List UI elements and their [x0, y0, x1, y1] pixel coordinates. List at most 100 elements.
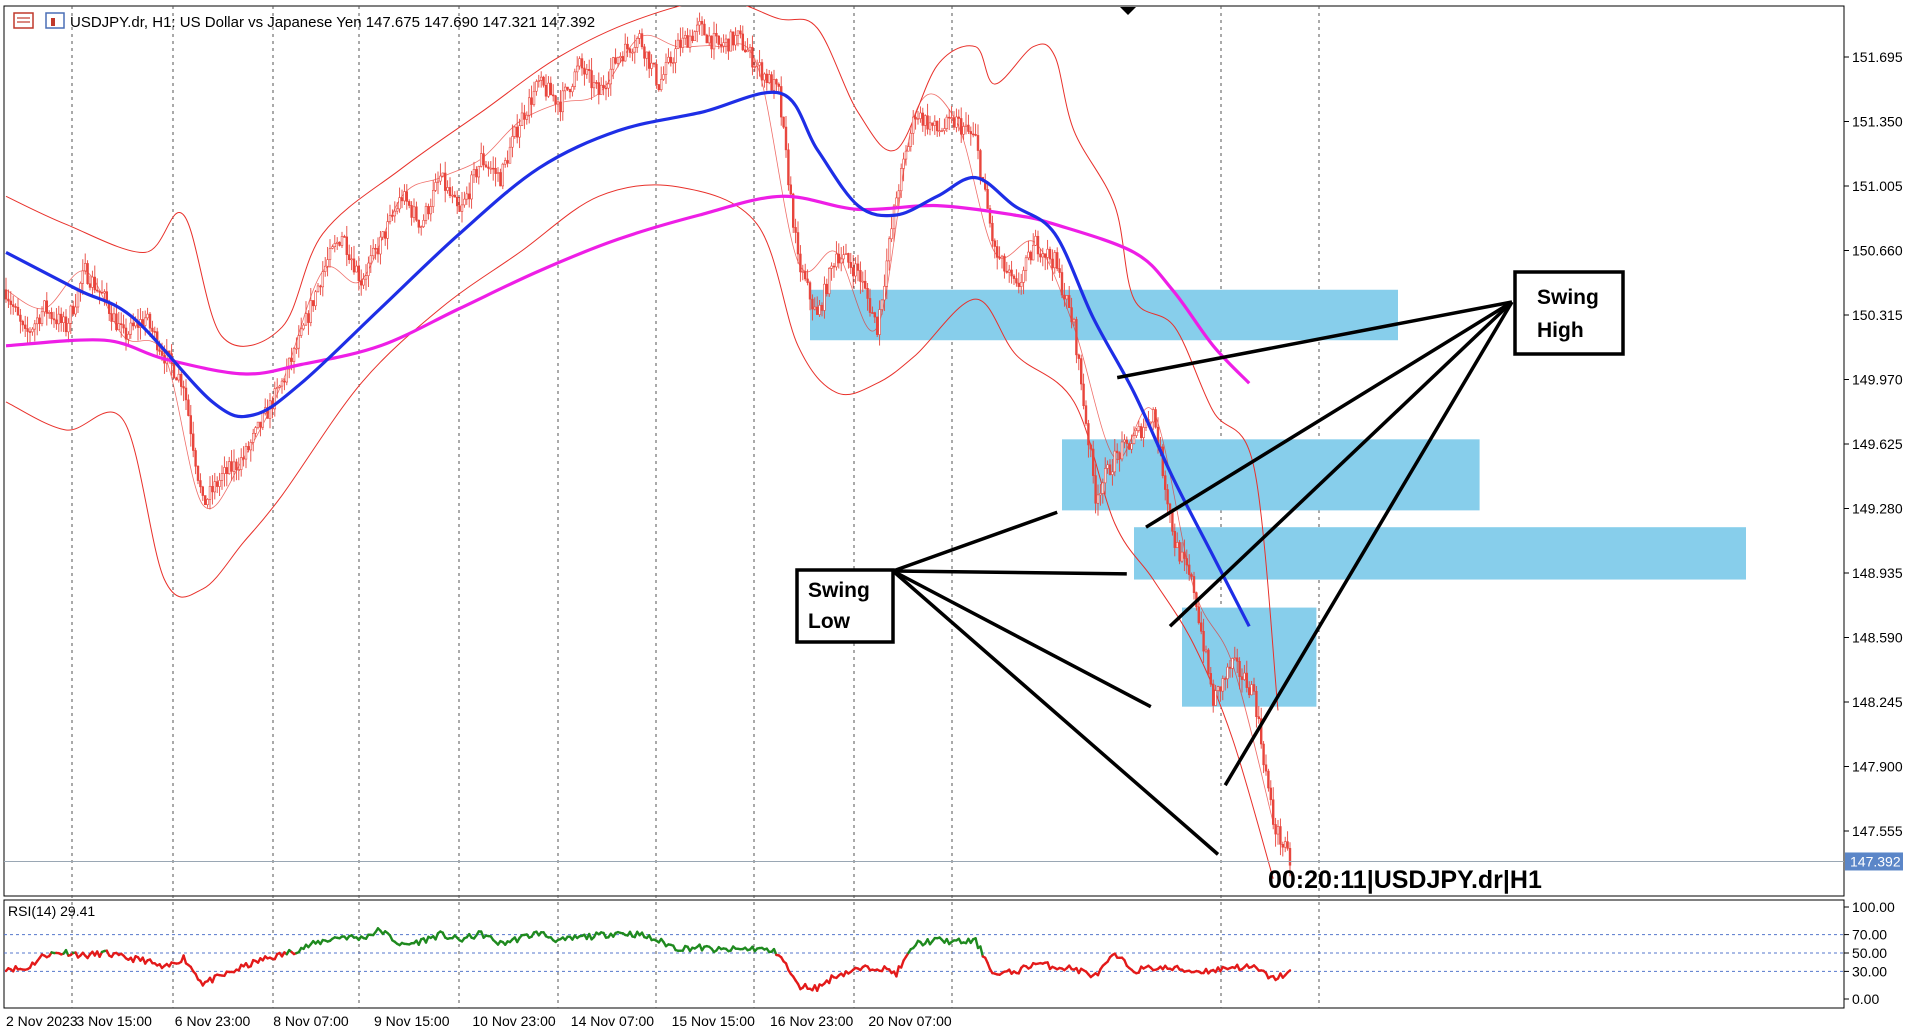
candle-body — [1173, 531, 1177, 548]
candle-body — [314, 291, 317, 307]
symbol-list-icon[interactable] — [13, 12, 34, 29]
candle-body — [551, 94, 555, 97]
price-tick-label: 149.625 — [1852, 436, 1903, 452]
candle-body — [719, 44, 723, 47]
candle-body — [859, 270, 862, 282]
candle-body — [1140, 426, 1143, 438]
candle-body — [127, 333, 130, 340]
rsi-tick-label: 50.00 — [1852, 945, 1887, 961]
candle-body — [827, 268, 831, 295]
time-tick-label: 2 Nov 2023 — [6, 1013, 78, 1029]
candle-body — [393, 210, 396, 217]
candle-body — [100, 291, 104, 294]
candle-body — [1178, 542, 1181, 562]
candle-body — [237, 469, 240, 471]
candle-body — [662, 74, 665, 80]
candle-body — [878, 309, 881, 335]
swing-high-label-line1: Swing — [1537, 286, 1599, 309]
candle-body — [926, 115, 929, 130]
candle-body — [503, 160, 507, 165]
candle-body — [304, 313, 308, 326]
candle-body — [904, 150, 908, 160]
candle-body — [213, 481, 216, 493]
candle-body — [374, 247, 377, 250]
moving-average-fast — [5, 90, 1251, 628]
candle-body — [638, 33, 641, 39]
candle-body — [458, 205, 461, 212]
candle-body — [76, 289, 80, 308]
candle-body — [443, 172, 447, 191]
candle-body — [475, 169, 478, 178]
swing-low-line — [891, 569, 1220, 856]
candle-body — [417, 219, 420, 228]
candle-body — [347, 254, 351, 261]
rsi-segment — [974, 937, 980, 950]
candle-body — [1089, 444, 1093, 450]
candle-body — [287, 357, 291, 370]
candle-body — [38, 317, 41, 325]
candle-body — [415, 206, 418, 221]
candle-body — [604, 87, 608, 90]
candle-body — [547, 82, 550, 97]
candle-body — [542, 76, 545, 86]
candle-body — [506, 160, 509, 164]
rsi-axis: 100.00 70.00 50.00 30.00 0.00 — [1844, 899, 1895, 1007]
candle-body — [436, 180, 440, 183]
time-tick-label: 16 Nov 23:00 — [770, 1013, 853, 1029]
candle-body — [669, 56, 673, 64]
candle-body — [861, 280, 865, 283]
candle-body — [1101, 482, 1105, 494]
vertical-grid — [71, 6, 1320, 1008]
candle-body — [1202, 631, 1205, 652]
candle-body — [655, 63, 658, 85]
candle-body — [1108, 464, 1112, 475]
candle-body — [467, 193, 471, 200]
candle-body — [4, 289, 8, 300]
candle-body — [1094, 475, 1097, 504]
candle-body — [379, 236, 382, 255]
candle-body — [679, 39, 682, 48]
candle-body — [587, 69, 591, 71]
swing-high-line — [1145, 300, 1513, 529]
candle-body — [23, 324, 27, 329]
candle-body — [21, 321, 24, 326]
candle-body — [851, 267, 855, 277]
candle-body — [911, 116, 915, 134]
candle-body — [1262, 743, 1265, 766]
candle-body — [249, 442, 252, 451]
candle-body — [880, 299, 884, 310]
candle-body — [47, 312, 51, 314]
chart-window-icon-bar — [51, 18, 55, 26]
chart-shift-marker-icon[interactable] — [1120, 7, 1136, 15]
candle-body — [1264, 764, 1268, 772]
candle-body — [854, 263, 857, 277]
candle-body — [367, 262, 370, 276]
candle-body — [218, 480, 221, 487]
swing-high-label-line2: High — [1537, 319, 1584, 342]
swing-annotation-lines — [891, 300, 1514, 856]
candle-body — [1015, 278, 1018, 284]
candle-body — [386, 221, 389, 239]
candle-body — [1096, 494, 1100, 504]
candle-body — [1255, 690, 1258, 718]
candle-body — [779, 86, 783, 118]
candle-body — [1226, 666, 1229, 680]
candle-body — [712, 32, 716, 50]
candle-body — [1176, 542, 1179, 548]
candle-body — [537, 80, 541, 82]
candle-body — [549, 82, 553, 96]
candle-body — [1149, 421, 1153, 424]
candle-body — [196, 465, 200, 481]
candle-body — [825, 283, 829, 295]
candle-body — [955, 116, 958, 128]
candle-body — [40, 311, 44, 325]
candle-body — [511, 136, 514, 148]
price-tick-label: 151.695 — [1852, 49, 1903, 65]
candle-body — [1212, 683, 1215, 706]
candle-body — [1204, 649, 1208, 652]
candle-body — [434, 182, 437, 191]
candle-body — [496, 172, 500, 174]
candle-body — [729, 31, 733, 52]
candle-body — [686, 35, 689, 48]
